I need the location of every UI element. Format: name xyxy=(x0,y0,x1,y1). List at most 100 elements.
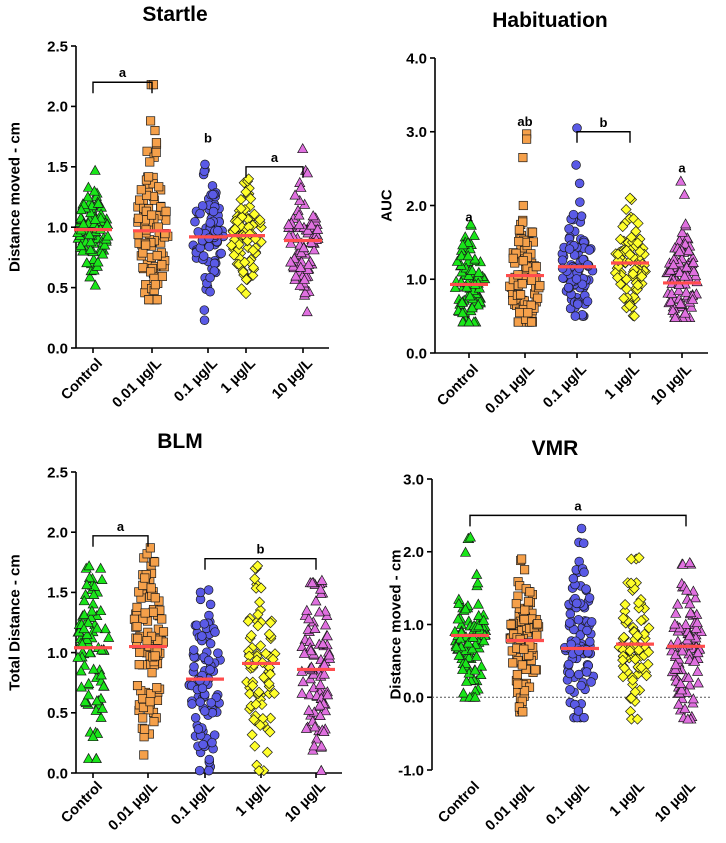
vmr-tick-label: 1.0 xyxy=(403,617,424,634)
blm-point xyxy=(82,689,95,700)
blm-point xyxy=(87,598,99,609)
blm-point xyxy=(75,665,87,676)
startle-point xyxy=(240,288,252,300)
vmr-point xyxy=(582,625,592,636)
startle-point xyxy=(289,189,301,200)
vmr-point xyxy=(452,613,464,624)
blm-point xyxy=(87,730,99,742)
habituation-point xyxy=(686,293,699,304)
startle-point xyxy=(290,270,302,281)
blm-point xyxy=(139,750,149,760)
blm-point xyxy=(78,595,90,606)
startle-point xyxy=(198,251,209,261)
startle-tick-label: 0.0 xyxy=(47,340,68,357)
habituation-point xyxy=(678,188,691,199)
habituation-point xyxy=(632,237,644,249)
habituation-point xyxy=(576,211,587,221)
vmr-point xyxy=(672,598,684,609)
blm-point xyxy=(249,573,261,585)
habituation-point xyxy=(457,239,469,250)
startle-tick-label: 0.5 xyxy=(47,280,68,297)
vmr-point xyxy=(532,630,542,640)
blm-point xyxy=(301,604,313,615)
startle-point xyxy=(285,256,297,267)
startle-tick-label: 2.0 xyxy=(47,99,68,116)
vmr-title: VMR xyxy=(532,437,579,460)
startle-point xyxy=(235,202,247,214)
startle-point xyxy=(248,208,260,220)
habituation-point xyxy=(517,279,527,289)
vmr-point xyxy=(670,607,682,618)
blm-point xyxy=(189,645,199,655)
startle-category-label: Control xyxy=(58,356,106,404)
habituation-point xyxy=(456,296,468,307)
habituation-point xyxy=(514,236,524,247)
vmr-point xyxy=(568,573,579,584)
blm-point xyxy=(132,602,142,612)
vmr-point xyxy=(565,684,575,695)
blm-point xyxy=(250,698,262,710)
startle-tick-label: 1.0 xyxy=(47,219,68,236)
vmr-point xyxy=(584,593,595,603)
blm-point xyxy=(142,636,152,646)
startle-point xyxy=(240,274,252,285)
habituation-significance-label: a xyxy=(678,160,686,175)
blm-point xyxy=(319,705,331,716)
vmr-point xyxy=(472,598,484,609)
startle-point xyxy=(151,138,161,148)
blm-point xyxy=(319,619,332,630)
blm-point xyxy=(203,655,214,666)
habituation-point xyxy=(612,272,624,284)
vmr-point xyxy=(473,609,485,620)
startle-category-label: 10 µg/L xyxy=(269,356,316,403)
blm-point xyxy=(95,669,107,680)
blm-point xyxy=(308,740,320,751)
startle-point xyxy=(190,217,200,227)
blm-point xyxy=(204,754,215,765)
startle-point xyxy=(193,227,203,237)
habituation-point xyxy=(688,265,700,276)
blm-point xyxy=(95,604,107,616)
vmr-point xyxy=(670,659,682,670)
habituation-panel: Habituation AUC 0.0 1.0 2.0 3.0 4.0 Control 0.01… xyxy=(378,9,708,417)
blm-point xyxy=(137,694,148,704)
blm-point xyxy=(245,629,257,641)
blm-point xyxy=(317,638,329,649)
blm-group-0 xyxy=(72,560,115,763)
startle-point xyxy=(308,244,320,255)
blm-point xyxy=(210,627,220,637)
startle-point xyxy=(228,249,240,261)
blm-tick-label: 1.5 xyxy=(47,585,68,602)
habituation-point xyxy=(522,134,532,144)
vmr-point xyxy=(459,546,472,557)
blm-tick-label: 0.0 xyxy=(47,765,68,782)
startle-category-label: 0.1 µg/L xyxy=(171,356,221,406)
habituation-point xyxy=(624,249,636,261)
vmr-category-label: 10 µg/L xyxy=(652,779,699,826)
blm-point xyxy=(84,647,96,658)
startle-point xyxy=(161,206,171,216)
habituation-point xyxy=(679,307,691,318)
vmr-point xyxy=(453,649,465,660)
habituation-point xyxy=(676,226,688,237)
blm-point xyxy=(203,585,214,595)
startle-point xyxy=(297,142,309,154)
habituation-point xyxy=(461,281,473,292)
startle-point xyxy=(138,248,148,258)
habituation-significance-bracket xyxy=(576,131,631,143)
startle-point xyxy=(136,185,146,195)
vmr-point xyxy=(519,644,529,654)
vmr-point xyxy=(453,597,465,609)
startle-point xyxy=(208,206,219,217)
vmr-point xyxy=(564,618,575,628)
vmr-point xyxy=(579,712,589,723)
vmr-point xyxy=(469,691,481,702)
habituation-title: Habituation xyxy=(492,9,608,32)
habituation-point xyxy=(515,308,525,318)
vmr-point xyxy=(459,603,472,614)
blm-point xyxy=(213,648,223,658)
habituation-point xyxy=(568,209,579,220)
habituation-point xyxy=(564,224,574,234)
vmr-group-4 xyxy=(665,556,707,724)
blm-tick-label: 0.5 xyxy=(47,705,68,722)
